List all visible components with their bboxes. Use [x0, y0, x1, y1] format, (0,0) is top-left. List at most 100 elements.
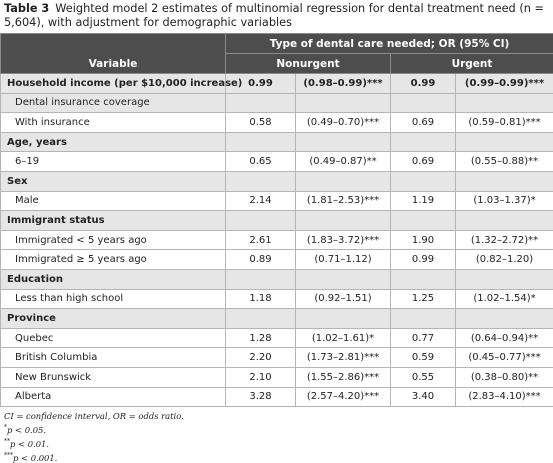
cell: 2.20	[226, 348, 296, 368]
row-label: Quebec	[1, 328, 226, 348]
group-header: Urgent	[391, 54, 553, 74]
cell: (0.64–0.94)**	[456, 328, 553, 348]
cell: 0.99	[391, 250, 456, 270]
row-label: With insurance	[1, 113, 226, 133]
cell: (0.99–0.99)***	[456, 74, 553, 94]
row-label: British Columbia	[1, 348, 226, 368]
cell: (0.55–0.88)**	[456, 152, 553, 172]
empty-cell	[391, 132, 456, 152]
cell: (1.55–2.86)***	[296, 367, 391, 387]
empty-cell	[226, 309, 296, 329]
cell: 0.55	[391, 367, 456, 387]
empty-cell	[296, 211, 391, 231]
cell: 0.69	[391, 113, 456, 133]
section-label: Province	[1, 309, 226, 329]
cell: 1.90	[391, 230, 456, 250]
section-label: Dental insurance coverage	[1, 93, 226, 113]
cell: 1.28	[226, 328, 296, 348]
cell: 0.77	[391, 328, 456, 348]
cell: (0.49–0.87)**	[296, 152, 391, 172]
cell: 2.14	[226, 191, 296, 211]
table-row: Household income (per $10,000 increase) 0…	[1, 74, 553, 94]
cell: 3.28	[226, 387, 296, 407]
variable-header: Variable	[1, 34, 226, 74]
empty-cell	[296, 309, 391, 329]
cell: (0.38–0.80)**	[456, 367, 553, 387]
empty-cell	[226, 269, 296, 289]
cell: 2.61	[226, 230, 296, 250]
cell: 0.69	[391, 152, 456, 172]
footnote: **p < 0.01.	[4, 436, 184, 450]
section-row: Immigrant status	[1, 211, 553, 231]
row-label: Alberta	[1, 387, 226, 407]
empty-cell	[456, 211, 553, 231]
cell: (2.83–4.10)***	[456, 387, 553, 407]
footnote-mark: ***	[4, 452, 13, 459]
empty-cell	[456, 93, 553, 113]
empty-cell	[391, 309, 456, 329]
row-label: Immigrated ≥ 5 years ago	[1, 250, 226, 270]
table-label: Table 3	[4, 2, 49, 15]
table-title: Weighted model 2 estimates of multinomia…	[4, 2, 544, 29]
regression-table: Variable Type of dental care needed; OR …	[0, 33, 553, 407]
cell: 0.99	[391, 74, 456, 94]
empty-cell	[296, 171, 391, 191]
footnote-text: p < 0.01.	[10, 439, 49, 449]
cell: (1.83–3.72)***	[296, 230, 391, 250]
row-label: Male	[1, 191, 226, 211]
footnote-text: CI = confidence interval, OR = odds rati…	[4, 411, 184, 421]
empty-cell	[391, 211, 456, 231]
cell: 0.59	[391, 348, 456, 368]
section-row: Education	[1, 269, 553, 289]
section-label: Age, years	[1, 132, 226, 152]
section-row: Age, years	[1, 132, 553, 152]
footnote-text: p < 0.05.	[7, 425, 46, 435]
empty-cell	[226, 93, 296, 113]
empty-cell	[456, 171, 553, 191]
cell: (0.49–0.70)***	[296, 113, 391, 133]
cell: 1.19	[391, 191, 456, 211]
section-row: Province	[1, 309, 553, 329]
cell: 1.18	[226, 289, 296, 309]
empty-cell	[296, 269, 391, 289]
section-label: Sex	[1, 171, 226, 191]
footnote: *p < 0.05.	[4, 422, 184, 436]
table-head: Variable Type of dental care needed; OR …	[1, 34, 553, 74]
empty-cell	[456, 269, 553, 289]
cell: (1.73–2.81)***	[296, 348, 391, 368]
cell: 1.25	[391, 289, 456, 309]
cell: (1.81–2.53)***	[296, 191, 391, 211]
cell: (0.82–1.20)	[456, 250, 553, 270]
row-label: 6–19	[1, 152, 226, 172]
row-label: Household income (per $10,000 increase)	[1, 74, 226, 94]
cell: (2.57–4.20)***	[296, 387, 391, 407]
empty-cell	[391, 93, 456, 113]
empty-cell	[296, 132, 391, 152]
group-header: Nonurgent	[226, 54, 391, 74]
empty-cell	[391, 269, 456, 289]
cell: (0.45–0.77)***	[456, 348, 553, 368]
empty-cell	[226, 132, 296, 152]
cell: 3.40	[391, 387, 456, 407]
empty-cell	[296, 93, 391, 113]
cell: 0.58	[226, 113, 296, 133]
empty-cell	[391, 171, 456, 191]
empty-cell	[456, 309, 553, 329]
cell: (1.02–1.61)*	[296, 328, 391, 348]
cell: (0.92–1.51)	[296, 289, 391, 309]
row-label: Less than high school	[1, 289, 226, 309]
footnote: ***p < 0.001.	[4, 450, 184, 463]
cell: (0.98–0.99)***	[296, 74, 391, 94]
footnote-text: p < 0.001.	[13, 452, 57, 462]
cell: (1.03–1.37)*	[456, 191, 553, 211]
